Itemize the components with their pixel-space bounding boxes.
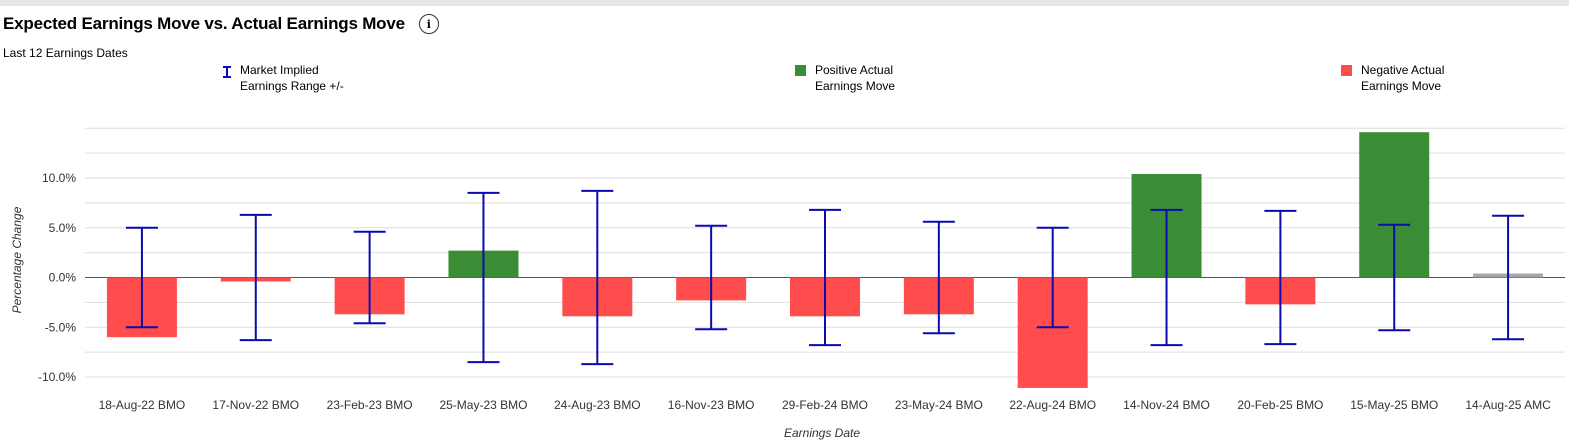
- negative-swatch-icon: [1341, 65, 1352, 76]
- x-tick-label: 29-Feb-24 BMO: [782, 398, 868, 412]
- label-layer: -10.0% -5.0% 0.0% 5.0% 10.0% 18-Aug-22 BMO 17-…: [38, 171, 1551, 412]
- range-error-bar: [581, 189, 614, 366]
- x-tick-label: 20-Feb-25 BMO: [1237, 398, 1323, 412]
- chart-title: Expected Earnings Move vs. Actual Earnin…: [3, 14, 405, 33]
- range-error-bar: [1378, 223, 1411, 332]
- x-axis-title: Earnings Date: [784, 426, 860, 440]
- x-tick-label: 25-May-23 BMO: [439, 398, 527, 412]
- positive-swatch-icon: [795, 65, 806, 76]
- legend-item-positive[interactable]: Positive Actual Earnings Move: [795, 62, 895, 94]
- y-tick-label: -5.0%: [45, 320, 77, 334]
- range-error-bar: [1036, 226, 1069, 329]
- x-tick-label: 16-Nov-23 BMO: [668, 398, 755, 412]
- chart-header: Expected Earnings Move vs. Actual Earnin…: [3, 14, 439, 34]
- info-icon[interactable]: i: [418, 14, 439, 34]
- range-error-bar: [695, 224, 728, 331]
- x-tick-label: 17-Nov-22 BMO: [212, 398, 299, 412]
- x-tick-label: 24-Aug-23 BMO: [554, 398, 641, 412]
- legend-label-negative: Negative Actual Earnings Move: [1361, 63, 1445, 93]
- y-tick-label: 0.0%: [49, 271, 77, 285]
- legend-label-positive: Positive Actual Earnings Move: [815, 63, 896, 93]
- x-tick-label: 22-Aug-24 BMO: [1009, 398, 1096, 412]
- range-error-bar: [922, 220, 955, 335]
- y-tick-label: 5.0%: [49, 221, 77, 235]
- range-error-bar: [353, 230, 386, 325]
- range-layer: [125, 189, 1525, 366]
- x-tick-label: 14-Nov-24 BMO: [1123, 398, 1210, 412]
- x-tick-label: 23-May-24 BMO: [895, 398, 983, 412]
- chart-subtitle: Last 12 Earnings Dates: [3, 46, 128, 60]
- range-error-bar: [1264, 209, 1297, 346]
- legend-item-negative[interactable]: Negative Actual Earnings Move: [1341, 62, 1444, 94]
- y-axis-title: Percentage Change: [10, 206, 24, 313]
- error-bar-icon: [223, 66, 231, 78]
- top-strip: [0, 0, 1569, 6]
- legend-item-range[interactable]: Market Implied Earnings Range +/-: [222, 62, 344, 94]
- range-error-bar: [239, 213, 272, 342]
- range-error-bar: [467, 191, 500, 364]
- range-error-bar: [1492, 214, 1525, 341]
- range-error-bar: [1150, 208, 1183, 347]
- range-error-bar: [809, 208, 841, 347]
- y-tick-label: -10.0%: [38, 370, 76, 384]
- legend-label-range: Market Implied Earnings Range +/-: [240, 63, 344, 93]
- y-tick-label: 10.0%: [42, 171, 76, 185]
- x-tick-label: 23-Feb-23 BMO: [327, 398, 413, 412]
- x-tick-label: 18-Aug-22 BMO: [99, 398, 186, 412]
- range-error-bar: [125, 226, 158, 329]
- x-tick-label: 15-May-25 BMO: [1350, 398, 1438, 412]
- x-tick-label: 14-Aug-25 AMC: [1465, 398, 1551, 412]
